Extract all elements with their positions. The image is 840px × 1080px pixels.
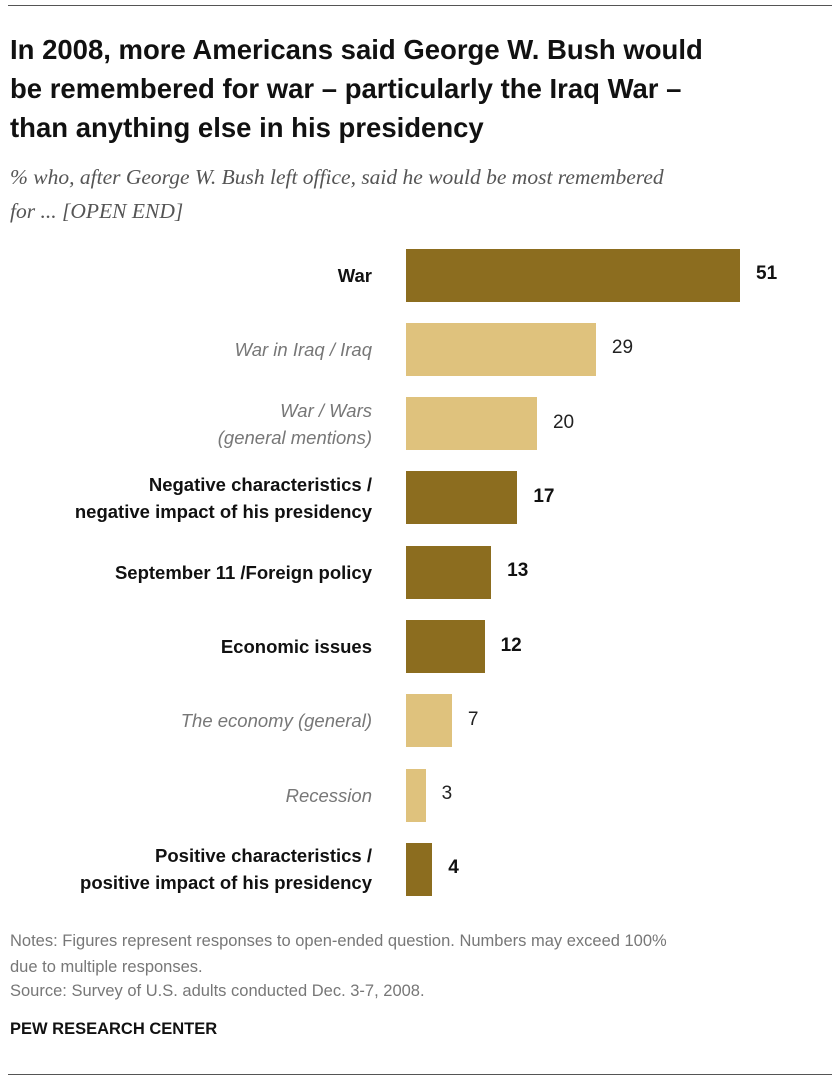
- bar: [406, 248, 740, 302]
- value-label: 17: [533, 485, 555, 507]
- value-label: 4: [448, 857, 459, 879]
- value-label: 29: [611, 337, 634, 359]
- chart-title: In 2008, more Americans said George W. B…: [10, 34, 703, 143]
- category-label: The economy (general): [180, 710, 372, 732]
- value-label: 20: [552, 411, 575, 433]
- source: Source: Survey of U.S. adults conducted …: [10, 982, 425, 1000]
- brand: PEW RESEARCH CENTER: [10, 1020, 218, 1038]
- chart-subtitle: % who, after George W. Bush left office,…: [10, 165, 664, 223]
- value-label: 12: [500, 634, 522, 656]
- value-label: 51: [756, 263, 778, 284]
- category-label: Negative characteristics / negative impa…: [74, 473, 372, 522]
- bar: [406, 397, 537, 451]
- category-label: War: [337, 264, 372, 286]
- category-label: Economic issues: [220, 636, 372, 657]
- value-label: 3: [441, 783, 453, 805]
- top-rule: [8, 5, 832, 6]
- bar: [406, 842, 433, 896]
- bar: [406, 545, 492, 599]
- bar: [406, 322, 596, 376]
- value-label: 13: [507, 560, 529, 582]
- bar: [406, 768, 426, 822]
- bar: [406, 471, 518, 525]
- category-label: Positive characteristics / positive impa…: [80, 845, 372, 894]
- category-label: September 11 /Foreign policy: [114, 561, 372, 583]
- category-label: War / Wars (general mentions): [217, 399, 372, 448]
- category-label: Recession: [285, 784, 372, 806]
- value-label: 7: [467, 708, 479, 730]
- notes: Notes: Figures represent responses to op…: [10, 932, 667, 976]
- bar: [406, 694, 452, 748]
- bottom-rule: [8, 1074, 832, 1075]
- category-label: War in Iraq / Iraq: [234, 338, 372, 360]
- bar: [406, 620, 485, 673]
